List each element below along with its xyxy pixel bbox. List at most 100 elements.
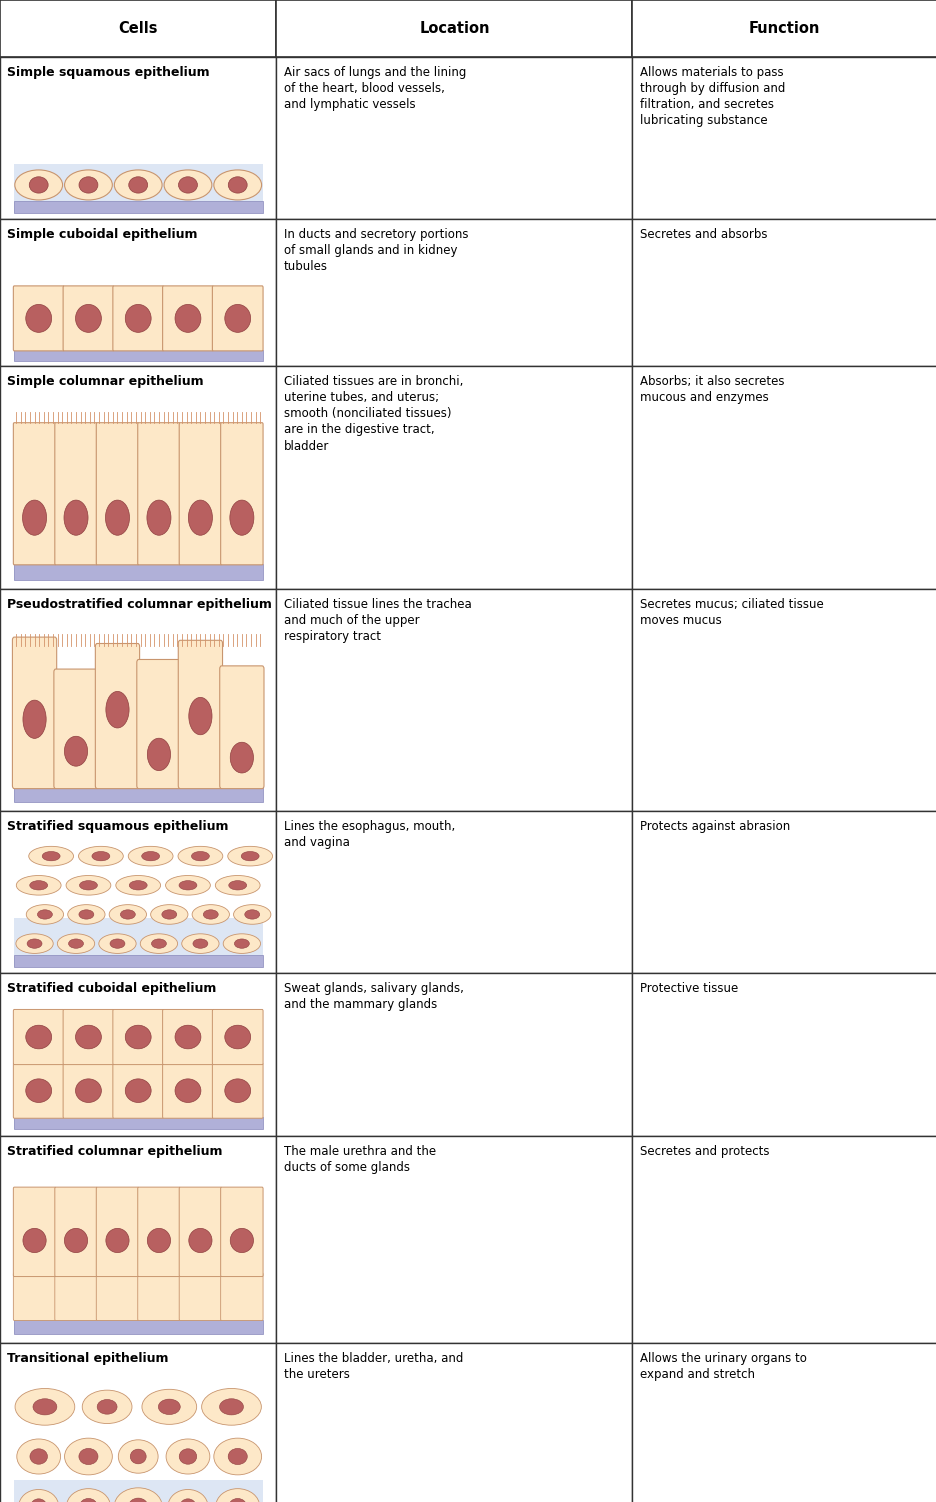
- FancyBboxPatch shape: [96, 1272, 139, 1320]
- FancyBboxPatch shape: [220, 1187, 263, 1277]
- FancyBboxPatch shape: [163, 1063, 213, 1119]
- FancyBboxPatch shape: [220, 422, 263, 565]
- Ellipse shape: [25, 1078, 51, 1102]
- FancyBboxPatch shape: [95, 643, 139, 789]
- Bar: [0, 589, 276, 811]
- Bar: [14, 736, 262, 802]
- Bar: [276, 1136, 632, 1343]
- Ellipse shape: [79, 177, 97, 194]
- Ellipse shape: [191, 852, 209, 861]
- Bar: [14, 918, 262, 967]
- Ellipse shape: [26, 904, 64, 924]
- Ellipse shape: [215, 876, 260, 895]
- Text: Stratified cuboidal epithelium: Stratified cuboidal epithelium: [7, 982, 216, 996]
- Ellipse shape: [230, 1229, 254, 1253]
- Text: Ciliated tissues are in bronchi,
uterine tubes, and uterus;
smooth (nonciliated : Ciliated tissues are in bronchi, uterine…: [284, 376, 462, 452]
- Ellipse shape: [188, 500, 212, 535]
- FancyBboxPatch shape: [163, 285, 213, 351]
- Ellipse shape: [120, 910, 135, 919]
- FancyBboxPatch shape: [137, 659, 181, 789]
- FancyBboxPatch shape: [54, 422, 97, 565]
- Ellipse shape: [79, 846, 124, 867]
- FancyBboxPatch shape: [179, 1272, 221, 1320]
- Ellipse shape: [22, 1229, 46, 1253]
- Ellipse shape: [188, 1229, 212, 1253]
- Ellipse shape: [76, 305, 101, 332]
- Ellipse shape: [25, 1026, 51, 1048]
- Bar: [276, 811, 632, 973]
- Bar: [276, 1343, 632, 1502]
- Bar: [14, 955, 262, 967]
- FancyBboxPatch shape: [219, 665, 264, 789]
- FancyBboxPatch shape: [212, 285, 263, 351]
- Ellipse shape: [22, 500, 47, 535]
- Bar: [14, 201, 262, 213]
- FancyBboxPatch shape: [12, 637, 56, 789]
- Ellipse shape: [225, 1078, 251, 1102]
- Ellipse shape: [128, 846, 173, 867]
- Ellipse shape: [244, 910, 259, 919]
- FancyBboxPatch shape: [212, 1009, 263, 1065]
- Ellipse shape: [128, 177, 148, 194]
- Ellipse shape: [213, 170, 261, 200]
- Ellipse shape: [30, 1449, 48, 1464]
- Text: Lines the esophagus, mouth,
and vagina: Lines the esophagus, mouth, and vagina: [284, 820, 455, 849]
- Bar: [632, 0, 936, 57]
- Bar: [0, 0, 276, 57]
- Text: Transitional epithelium: Transitional epithelium: [7, 1352, 168, 1365]
- Bar: [0, 1136, 276, 1343]
- Ellipse shape: [17, 1439, 61, 1473]
- Ellipse shape: [110, 939, 124, 948]
- Bar: [632, 973, 936, 1136]
- Bar: [14, 350, 262, 360]
- Ellipse shape: [179, 177, 197, 194]
- Ellipse shape: [31, 1499, 47, 1502]
- FancyBboxPatch shape: [63, 1009, 113, 1065]
- Text: Allows the urinary organs to
expand and stretch: Allows the urinary organs to expand and …: [639, 1352, 806, 1380]
- Text: Air sacs of lungs and the lining
of the heart, blood vessels,
and lymphatic vess: Air sacs of lungs and the lining of the …: [284, 66, 466, 111]
- FancyBboxPatch shape: [13, 1009, 64, 1065]
- Text: Ciliated tissue lines the trachea
and much of the upper
respiratory tract: Ciliated tissue lines the trachea and mu…: [284, 598, 471, 643]
- Ellipse shape: [223, 934, 260, 954]
- Ellipse shape: [15, 170, 63, 200]
- Text: Absorbs; it also secretes
mucous and enzymes: Absorbs; it also secretes mucous and enz…: [639, 376, 783, 404]
- FancyBboxPatch shape: [220, 1272, 263, 1320]
- FancyBboxPatch shape: [179, 422, 221, 565]
- FancyBboxPatch shape: [13, 1272, 55, 1320]
- Ellipse shape: [125, 1078, 151, 1102]
- Bar: [632, 1136, 936, 1343]
- Ellipse shape: [141, 1389, 197, 1424]
- Bar: [276, 366, 632, 589]
- Ellipse shape: [27, 939, 42, 948]
- FancyBboxPatch shape: [138, 1272, 180, 1320]
- Ellipse shape: [234, 939, 249, 948]
- FancyBboxPatch shape: [13, 1187, 55, 1277]
- Text: In ducts and secretory portions
of small glands and in kidney
tubules: In ducts and secretory portions of small…: [284, 228, 468, 273]
- Ellipse shape: [15, 1388, 75, 1425]
- Ellipse shape: [158, 1400, 180, 1415]
- Bar: [632, 811, 936, 973]
- Ellipse shape: [82, 1391, 132, 1424]
- Bar: [632, 219, 936, 366]
- Text: Allows materials to pass
through by diffusion and
filtration, and secretes
lubri: Allows materials to pass through by diff…: [639, 66, 784, 128]
- Ellipse shape: [80, 1499, 97, 1502]
- Ellipse shape: [152, 939, 167, 948]
- Ellipse shape: [229, 500, 254, 535]
- Ellipse shape: [175, 1026, 200, 1048]
- Ellipse shape: [19, 1490, 59, 1502]
- Ellipse shape: [166, 1439, 210, 1473]
- Text: Location: Location: [418, 21, 490, 36]
- Ellipse shape: [106, 691, 129, 728]
- FancyBboxPatch shape: [138, 422, 180, 565]
- Ellipse shape: [79, 910, 94, 919]
- Ellipse shape: [16, 934, 53, 954]
- Ellipse shape: [65, 1437, 112, 1475]
- Bar: [14, 1320, 262, 1334]
- Bar: [0, 219, 276, 366]
- Ellipse shape: [118, 1440, 158, 1473]
- FancyBboxPatch shape: [53, 668, 98, 789]
- Bar: [0, 366, 276, 589]
- Ellipse shape: [98, 934, 136, 954]
- Ellipse shape: [192, 904, 229, 924]
- Ellipse shape: [179, 1449, 197, 1464]
